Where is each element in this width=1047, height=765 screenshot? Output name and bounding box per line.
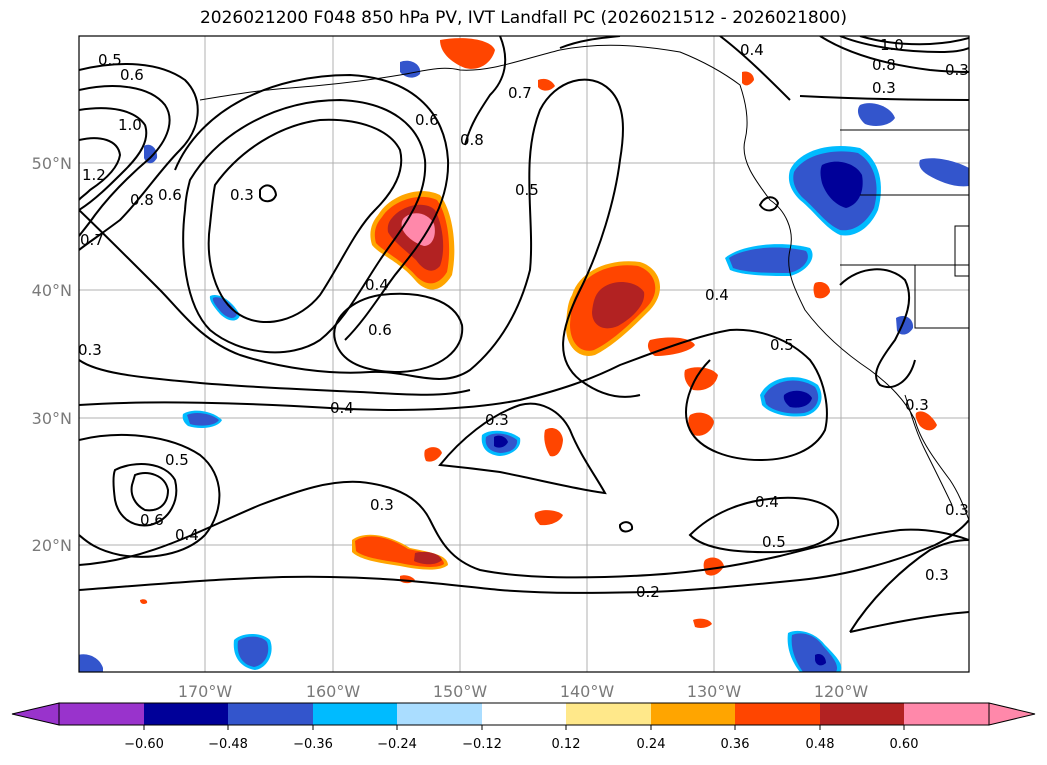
contour-label: 0.4	[175, 526, 199, 544]
contour-label: 0.3	[945, 61, 969, 79]
lat-label-30n: 30°N	[32, 409, 72, 428]
contour-label: 1.0	[118, 116, 142, 134]
colorbar-tick-label: 0.60	[890, 737, 919, 752]
map-area	[79, 36, 969, 672]
contour-label: 0.4	[365, 276, 389, 294]
colorbar-segment	[313, 703, 397, 725]
contour-label: 0.6	[158, 186, 182, 204]
colorbar-segment	[735, 703, 820, 725]
contour-label: 0.3	[872, 79, 896, 97]
contour-label: 0.8	[130, 191, 154, 209]
colorbar-segment	[566, 703, 651, 725]
map-title: 2026021200 F048 850 hPa PV, IVT Landfall…	[199, 8, 847, 28]
contour-label: 0.4	[705, 286, 729, 304]
colorbar-segment	[651, 703, 735, 725]
colorbar-tick-label: 0.12	[552, 737, 581, 752]
colorbar-extend-high	[988, 702, 1036, 726]
colorbar-segment	[482, 703, 566, 725]
contour-label: 1.0	[880, 36, 904, 54]
contour-label: 0.3	[945, 501, 969, 519]
colorbar-segment	[144, 703, 228, 725]
contour-label: 0.6	[368, 321, 392, 339]
contour-label: 0.8	[460, 131, 484, 149]
lon-label-120w: 120°W	[814, 682, 869, 701]
colorbar-tick-label: 0.24	[637, 737, 666, 752]
contour-label: 0.5	[98, 51, 122, 69]
map-frame	[78, 35, 970, 673]
lon-label-160w: 160°W	[306, 682, 361, 701]
lat-label-50n: 50°N	[32, 154, 72, 173]
contour-label: 0.3	[925, 566, 949, 584]
lon-label-140w: 140°W	[560, 682, 615, 701]
lon-label-170w: 170°W	[178, 682, 233, 701]
colorbar-extend-low	[11, 702, 60, 726]
contour-label: 0.6	[415, 111, 439, 129]
contour-label: 0.3	[905, 396, 929, 414]
coastlines	[199, 44, 969, 521]
contour-label: 0.3	[78, 341, 102, 359]
positive-pc-regions	[140, 38, 937, 628]
contour-label: 0.5	[762, 533, 786, 551]
lon-label-130w: 130°W	[687, 682, 742, 701]
contour-label: 0.8	[872, 56, 896, 74]
lat-label-40n: 40°N	[32, 281, 72, 300]
contour-label: 0.6	[140, 511, 164, 529]
colorbar-tick-label: −0.36	[293, 737, 333, 752]
contour-label: 0.2	[636, 583, 660, 601]
contour-label: 0.4	[330, 399, 354, 417]
lon-label-150w: 150°W	[433, 682, 488, 701]
longitude-labels: 170°W 160°W 150°W 140°W 130°W 120°W	[178, 682, 869, 701]
colorbar-tick-label: −0.48	[208, 737, 248, 752]
colorbar-tick-label: 0.48	[806, 737, 835, 752]
colorbar-segment	[820, 703, 904, 725]
colorbar-tick-label: 0.36	[721, 737, 750, 752]
contour-label: 0.7	[508, 84, 532, 102]
colorbar-segment	[904, 703, 989, 725]
contour-label: 1.2	[82, 166, 106, 184]
contour-label: 0.5	[515, 181, 539, 199]
colorbar-segment	[228, 703, 313, 725]
negative-pc-regions	[79, 60, 969, 672]
pv-contours	[79, 36, 969, 633]
contour-label: 0.3	[485, 411, 509, 429]
contour-label: 0.3	[370, 496, 394, 514]
contour-label: 0.6	[120, 66, 144, 84]
lat-label-20n: 20°N	[32, 536, 72, 555]
contour-label: 0.4	[755, 493, 779, 511]
colorbar-tick-label: −0.60	[124, 737, 164, 752]
contour-label: 0.5	[770, 336, 794, 354]
contour-label: 0.7	[80, 231, 104, 249]
latitude-labels: 50°N 40°N 30°N 20°N	[32, 154, 72, 555]
contour-labels: 0.5 0.6 1.0 1.2 0.8 0.6 0.7 0.3 0.3 0.4 …	[78, 36, 969, 601]
colorbar-segment	[397, 703, 482, 725]
contour-label: 0.5	[165, 451, 189, 469]
colorbar: −0.60 −0.48 −0.36 −0.24 −0.12 0.12 0.24 …	[11, 702, 1036, 752]
contour-label: 0.4	[740, 41, 764, 59]
contour-label: 0.3	[230, 186, 254, 204]
colorbar-tick-label: −0.12	[462, 737, 502, 752]
colorbar-segment	[59, 703, 144, 725]
colorbar-tick-label: −0.24	[377, 737, 417, 752]
